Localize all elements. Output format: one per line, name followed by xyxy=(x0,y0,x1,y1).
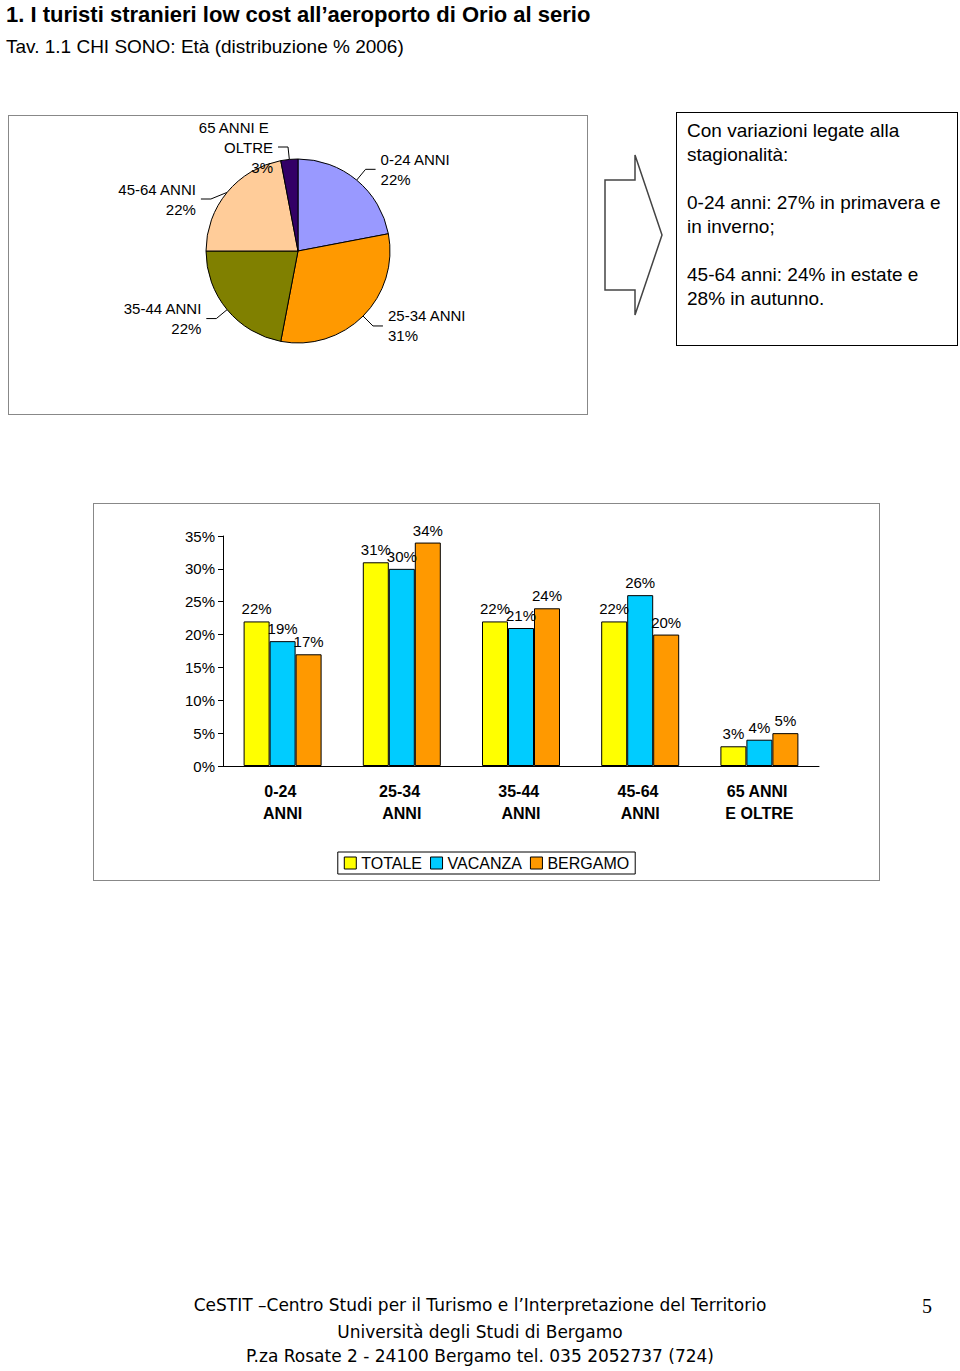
svg-text:25-34: 25-34 xyxy=(379,783,424,800)
html-text:CeSTIT –Centro Studi per il Tu: CeSTIT –Centro Studi per il Turismo e l’… xyxy=(193,1295,767,1315)
svg-text:0%: 0% xyxy=(193,758,215,775)
svg-text:OLTRE: OLTRE xyxy=(224,139,273,156)
html-text:45-64 anni: 24% in estate e 28: 45-64 anni: 24% in estate e 28% in autun… xyxy=(687,264,919,309)
svg-text:22%: 22% xyxy=(242,600,272,617)
svg-text:30%: 30% xyxy=(387,548,417,565)
svg-text:22%: 22% xyxy=(171,320,201,337)
svg-text:E OLTRE: E OLTRE xyxy=(725,805,793,822)
svg-text:5%: 5% xyxy=(193,725,215,742)
svg-text:BERGAMO: BERGAMO xyxy=(547,855,629,872)
svg-text:65 ANNI E: 65 ANNI E xyxy=(199,119,273,136)
svg-text:17%: 17% xyxy=(294,633,324,650)
svg-text:31%: 31% xyxy=(388,327,418,344)
svg-text:3%: 3% xyxy=(723,725,745,742)
svg-text:45-64 ANNI: 45-64 ANNI xyxy=(118,181,196,198)
svg-text:TOTALE: TOTALE xyxy=(361,855,422,872)
svg-text:31%: 31% xyxy=(360,541,391,559)
html-text:5: 5 xyxy=(922,1295,932,1317)
html-text:1. I turisti stranieri low cos: 1. I turisti stranieri low cost all’aero… xyxy=(6,2,591,27)
svg-text:4%: 4% xyxy=(749,719,771,736)
svg-text:ANNI: ANNI xyxy=(263,805,302,822)
svg-text:22%: 22% xyxy=(599,600,629,617)
svg-text:19%: 19% xyxy=(267,620,298,638)
svg-text:20%: 20% xyxy=(185,626,215,643)
svg-text:0-24: 0-24 xyxy=(264,783,300,800)
html-text:Tav. 1.1 CHI SONO: Età (distri: Tav. 1.1 CHI SONO: Età (distribuzione % … xyxy=(6,36,404,57)
svg-text:21%: 21% xyxy=(506,607,536,624)
svg-text:ANNI: ANNI xyxy=(382,805,421,822)
svg-text:35%: 35% xyxy=(185,528,215,545)
svg-text:35-44: 35-44 xyxy=(498,783,543,800)
svg-text:35-44 ANNI: 35-44 ANNI xyxy=(124,300,202,317)
svg-text:10%: 10% xyxy=(185,692,215,709)
svg-text:0-24 ANNI: 0-24 ANNI xyxy=(381,151,450,168)
svg-text:22%: 22% xyxy=(381,171,411,188)
svg-text:24%: 24% xyxy=(532,587,562,604)
svg-text:ANNI: ANNI xyxy=(501,805,540,822)
svg-text:3%: 3% xyxy=(251,159,273,176)
html-text:Università degli Studi di Berg: Università degli Studi di Bergamo xyxy=(337,1322,623,1342)
svg-text:20%: 20% xyxy=(651,614,681,631)
html-text:Con variazioni legate alla sta: Con variazioni legate alla stagionalità: xyxy=(687,120,900,165)
svg-text:65 ANNI: 65 ANNI xyxy=(727,783,792,800)
svg-text:34%: 34% xyxy=(413,522,443,539)
svg-text:ANNI: ANNI xyxy=(621,805,660,822)
svg-text:25%: 25% xyxy=(185,593,215,610)
svg-text:5%: 5% xyxy=(775,712,797,729)
svg-text:VACANZA: VACANZA xyxy=(448,855,523,872)
svg-text:45-64: 45-64 xyxy=(618,783,663,800)
svg-text:15%: 15% xyxy=(185,659,215,676)
svg-text:22%: 22% xyxy=(166,201,196,218)
svg-text:22%: 22% xyxy=(480,600,510,618)
svg-text:25-34 ANNI: 25-34 ANNI xyxy=(388,307,466,324)
html-text:P.za Rosate 2 - 24100 Bergamo: P.za Rosate 2 - 24100 Bergamo tel. 035 2… xyxy=(246,1346,714,1366)
html-text:0-24 anni: 27% in primavera e: 0-24 anni: 27% in primavera e in inverno… xyxy=(687,192,941,237)
svg-text:26%: 26% xyxy=(625,574,655,591)
svg-text:30%: 30% xyxy=(185,560,215,577)
